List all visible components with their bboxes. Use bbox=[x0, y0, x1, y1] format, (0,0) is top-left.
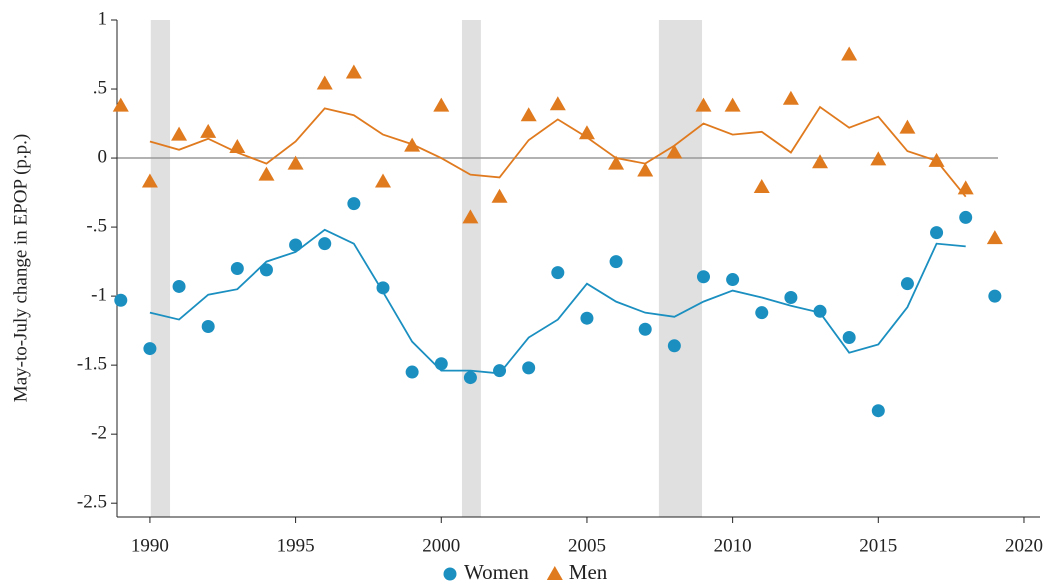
x-tick-label: 2015 bbox=[859, 535, 897, 556]
triangle-marker bbox=[375, 173, 392, 188]
circle-marker bbox=[988, 289, 1002, 303]
circle-marker bbox=[609, 255, 623, 269]
y-tick-label: .5 bbox=[93, 77, 107, 98]
triangle-marker bbox=[870, 151, 887, 166]
triangle-marker bbox=[549, 96, 566, 111]
triangle-marker bbox=[520, 107, 537, 122]
triangle-marker bbox=[812, 154, 829, 169]
circle-marker bbox=[667, 339, 681, 353]
y-tick-label: -1.5 bbox=[77, 353, 107, 374]
circle-marker bbox=[259, 263, 273, 277]
triangle-marker bbox=[899, 119, 916, 134]
circle-marker bbox=[959, 210, 973, 224]
y-tick-label: 1 bbox=[98, 8, 108, 29]
circle-marker bbox=[522, 361, 536, 375]
circle-marker bbox=[696, 270, 710, 284]
circle-marker bbox=[347, 197, 361, 211]
triangle-marker bbox=[345, 64, 362, 79]
x-tick-label: 1990 bbox=[131, 535, 169, 556]
circle-marker bbox=[755, 306, 769, 320]
triangle-marker bbox=[404, 137, 421, 152]
legend-label: Women bbox=[464, 560, 529, 584]
circle-marker bbox=[580, 311, 594, 325]
triangle-marker bbox=[491, 188, 508, 203]
circle-marker bbox=[172, 279, 186, 293]
recession-band bbox=[150, 20, 171, 517]
circle-marker bbox=[376, 281, 390, 295]
circle-marker bbox=[114, 293, 128, 307]
y-tick-label: -2.5 bbox=[77, 492, 107, 513]
triangle-marker bbox=[841, 46, 858, 61]
circle-marker bbox=[289, 238, 303, 252]
y-tick-label: -1 bbox=[91, 284, 107, 305]
triangle-marker bbox=[141, 173, 158, 188]
triangle-marker bbox=[957, 180, 974, 195]
x-tick-label: 2005 bbox=[568, 535, 606, 556]
circle-marker bbox=[434, 357, 448, 371]
circle-marker bbox=[230, 262, 244, 275]
triangle-marker bbox=[608, 155, 625, 170]
circle-marker bbox=[871, 404, 885, 418]
x-tick-label: 2000 bbox=[422, 535, 460, 556]
circle-marker bbox=[551, 266, 565, 280]
recession-band bbox=[461, 20, 481, 517]
triangle-marker bbox=[316, 75, 333, 90]
circle-marker bbox=[405, 365, 419, 379]
triangle-marker bbox=[433, 97, 450, 112]
circle-marker bbox=[726, 273, 740, 287]
triangle-marker bbox=[171, 126, 188, 141]
triangle-marker bbox=[578, 125, 595, 140]
y-tick-label: -.5 bbox=[86, 215, 107, 236]
triangle-marker bbox=[782, 90, 799, 105]
triangle-marker bbox=[753, 179, 770, 194]
legend-marker bbox=[546, 566, 563, 580]
legend-marker bbox=[443, 567, 457, 581]
triangle-marker bbox=[724, 97, 741, 112]
circle-marker bbox=[900, 277, 914, 291]
x-tick-label: 2010 bbox=[714, 535, 752, 556]
triangle-marker bbox=[287, 155, 304, 170]
circle-marker bbox=[201, 319, 215, 333]
triangle-marker bbox=[229, 139, 246, 154]
circle-marker bbox=[318, 237, 332, 251]
circle-marker bbox=[930, 226, 944, 240]
y-tick-label: -2 bbox=[91, 423, 107, 444]
x-tick-label: 1995 bbox=[277, 535, 315, 556]
triangle-marker bbox=[986, 230, 1003, 245]
triangle-marker bbox=[258, 166, 275, 181]
circle-marker bbox=[143, 342, 157, 356]
circle-marker bbox=[784, 290, 798, 304]
triangle-marker bbox=[695, 97, 712, 112]
triangle-marker bbox=[666, 144, 683, 159]
y-axis-label: May-to-July change in EPOP (p.p.) bbox=[10, 134, 31, 402]
circle-marker bbox=[638, 322, 652, 336]
triangle-marker bbox=[462, 209, 479, 224]
circle-marker bbox=[842, 331, 856, 345]
circle-marker bbox=[463, 371, 477, 385]
legend-label: Men bbox=[569, 560, 608, 584]
x-tick-label: 2020 bbox=[1005, 535, 1043, 556]
triangle-marker bbox=[112, 97, 129, 112]
circle-marker bbox=[813, 304, 827, 318]
trend-line bbox=[149, 105, 967, 198]
trend-line bbox=[149, 228, 966, 375]
y-tick-label: 0 bbox=[98, 146, 108, 167]
triangle-marker bbox=[928, 152, 945, 167]
triangle-marker bbox=[637, 162, 654, 177]
circle-marker bbox=[493, 364, 507, 378]
recession-band bbox=[658, 20, 703, 517]
triangle-marker bbox=[200, 123, 217, 138]
